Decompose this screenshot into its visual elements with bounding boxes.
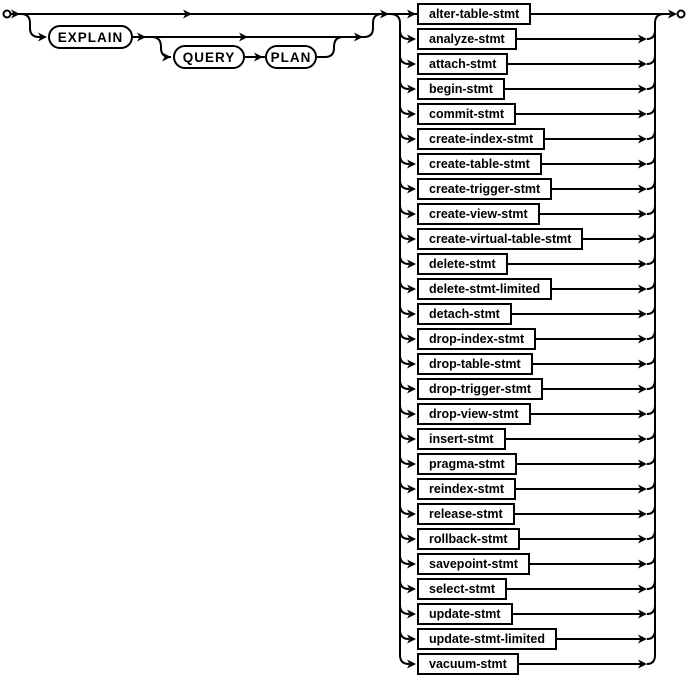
start-terminal [2,9,12,19]
node-drop-trigger-stmt[interactable]: drop-trigger-stmt [417,378,544,400]
node-update-stmt[interactable]: update-stmt [417,603,513,625]
node-vacuum-stmt[interactable]: vacuum-stmt [417,653,519,675]
node-create-trigger-stmt[interactable]: create-trigger-stmt [417,178,553,200]
terminals [2,9,686,19]
node-begin-stmt[interactable]: begin-stmt [417,78,505,100]
node-delete-stmt-limited[interactable]: delete-stmt-limited [417,278,553,300]
node-create-view-stmt[interactable]: create-view-stmt [417,203,540,225]
node-insert-stmt[interactable]: insert-stmt [417,428,506,450]
node-drop-index-stmt[interactable]: drop-index-stmt [417,328,537,350]
node-reindex-stmt[interactable]: reindex-stmt [417,478,517,500]
connector-lines [11,13,670,665]
node-pragma-stmt[interactable]: pragma-stmt [417,453,517,475]
node-drop-view-stmt[interactable]: drop-view-stmt [417,403,531,425]
node-commit-stmt[interactable]: commit-stmt [417,103,517,125]
node-analyze-stmt[interactable]: analyze-stmt [417,28,517,50]
node-delete-stmt[interactable]: delete-stmt [417,253,508,275]
node-savepoint-stmt[interactable]: savepoint-stmt [417,553,530,575]
arrowheads [11,9,677,669]
keyword-plan: PLAN [265,45,317,69]
end-terminal [676,9,686,19]
node-release-stmt[interactable]: release-stmt [417,503,515,525]
node-update-stmt-limited[interactable]: update-stmt-limited [417,628,557,650]
node-drop-table-stmt[interactable]: drop-table-stmt [417,353,533,375]
node-rollback-stmt[interactable]: rollback-stmt [417,528,520,550]
node-select-stmt[interactable]: select-stmt [417,578,507,600]
node-create-table-stmt[interactable]: create-table-stmt [417,153,542,175]
node-attach-stmt[interactable]: attach-stmt [417,53,509,75]
node-create-virtual-table-stmt[interactable]: create-virtual-table-stmt [417,228,584,250]
node-create-index-stmt[interactable]: create-index-stmt [417,128,546,150]
keyword-query: QUERY [173,45,245,69]
node-detach-stmt[interactable]: detach-stmt [417,303,512,325]
keyword-explain: EXPLAIN [48,25,133,49]
node-alter-table-stmt[interactable]: alter-table-stmt [417,3,532,25]
